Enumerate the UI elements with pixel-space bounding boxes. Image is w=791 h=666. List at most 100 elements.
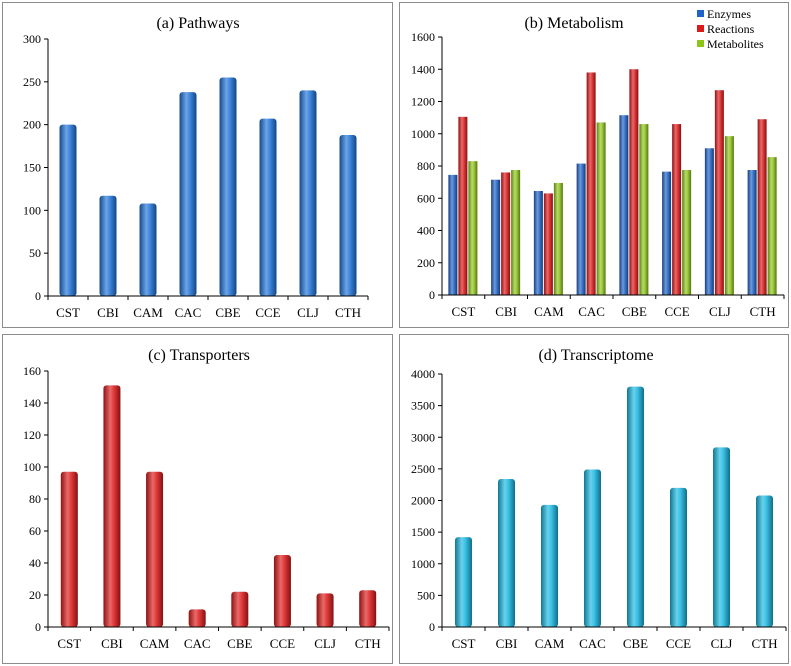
metabolism-legend-swatch-enzymes xyxy=(697,10,704,17)
chart-panel-metabolism: (b) Metabolism 0 200 400 600 800 1000 1200 1400 1… xyxy=(399,2,789,328)
transcriptome-xtick-label: CAM xyxy=(535,636,565,651)
metabolism-bar-metabolites-cac xyxy=(596,122,606,296)
pathways-ytick-label: 50 xyxy=(29,246,41,260)
transporters-xtick-label: CAC xyxy=(184,636,211,651)
metabolism-ytick-label: 1200 xyxy=(411,95,435,109)
pathways-xtick-label: CAC xyxy=(175,305,202,320)
transcriptome-ytick-label: 2000 xyxy=(411,494,435,508)
metabolism-bar-metabolites-clj xyxy=(724,136,734,295)
transporters-xtick-label: CBE xyxy=(227,636,252,651)
metabolism-bar-enzymes-cam xyxy=(533,190,543,295)
metabolism-legend-swatch-reactions xyxy=(697,25,704,32)
transcriptome-bar-cbe xyxy=(627,386,644,627)
transcriptome-bar-cst xyxy=(455,537,472,627)
pathways-bar-cce xyxy=(259,118,277,296)
pathways-bar-cbi xyxy=(99,195,117,296)
metabolism-xtick-label: CCE xyxy=(664,304,689,319)
transporters-xtick-label: CCE xyxy=(270,636,295,651)
pathways-title: (a) Pathways xyxy=(156,15,239,32)
transcriptome-ytick-label: 1000 xyxy=(411,557,435,571)
pathways-ytick-label: 250 xyxy=(23,75,41,89)
metabolism-bar-reactions-cac xyxy=(586,72,596,295)
transcriptome-chart: (d) Transcriptome 0 500 1000 1500 2000 2500 300… xyxy=(411,347,787,651)
metabolism-bar-enzymes-cbe xyxy=(619,115,629,295)
transporters-xtick-label: CST xyxy=(57,636,81,651)
pathways-ytick-label: 300 xyxy=(23,32,41,46)
transporters-ytick-label: 100 xyxy=(23,460,41,474)
transporters-ytick-label: 20 xyxy=(29,588,41,602)
metabolism-legend-reactions: Reactions xyxy=(707,22,755,36)
transporters-title: (c) Transporters xyxy=(148,347,250,364)
metabolism-xtick-label: CAC xyxy=(578,304,605,319)
transcriptome-title: (d) Transcriptome xyxy=(538,347,653,364)
metabolism-bar-enzymes-clj xyxy=(704,148,714,295)
transcriptome-xtick-label: CBI xyxy=(496,636,518,651)
transporters-ytick-label: 120 xyxy=(23,428,41,442)
metabolism-bar-metabolites-cbi xyxy=(511,170,521,295)
metabolism-ytick-label: 200 xyxy=(417,256,435,270)
transcriptome-ytick-label: 0 xyxy=(429,620,435,634)
pathways-xtick-label: CLJ xyxy=(297,305,319,320)
metabolism-bar-metabolites-cam xyxy=(553,182,563,295)
metabolism-bar-reactions-cst xyxy=(458,116,468,295)
transcriptome-ytick-label: 3000 xyxy=(411,430,435,444)
pathways-bar-cst xyxy=(59,124,77,297)
metabolism-xtick-label: CTH xyxy=(750,304,776,319)
transporters-ytick-label: 80 xyxy=(29,492,41,506)
transporters-bar-cth xyxy=(359,590,377,627)
pathways-ytick-label: 200 xyxy=(23,118,41,132)
pathways-bar-cth xyxy=(339,134,357,296)
transporters-ytick-label: 160 xyxy=(23,364,41,378)
metabolism-bar-enzymes-cac xyxy=(576,163,586,295)
metabolism-ytick-label: 1000 xyxy=(411,127,435,141)
metabolism-bar-enzymes-cth xyxy=(747,170,757,295)
metabolism-bar-metabolites-cth xyxy=(767,157,777,295)
metabolism-ytick-label: 600 xyxy=(417,191,435,205)
chart-panel-transporters: (c) Transporters 0 20 40 60 80 100 120 140 160 CST… xyxy=(2,334,393,664)
transcriptome-ytick-label: 2500 xyxy=(411,462,435,476)
transcriptome-xtick-label: CBE xyxy=(623,636,648,651)
transcriptome-ytick-label: 3500 xyxy=(411,399,435,413)
metabolism-bar-reactions-cce xyxy=(672,124,682,295)
metabolism-bar-enzymes-cbi xyxy=(491,179,501,295)
transporters-ytick-label: 140 xyxy=(23,396,41,410)
metabolism-bar-enzymes-cst xyxy=(448,174,458,295)
metabolism-xtick-label: CBI xyxy=(495,304,517,319)
chart-panel-transcriptome: (d) Transcriptome 0 500 1000 1500 2000 2500 300… xyxy=(399,334,789,664)
metabolism-ytick-label: 1400 xyxy=(411,62,435,76)
transporters-chart: (c) Transporters 0 20 40 60 80 100 120 140 160 CST… xyxy=(23,347,390,651)
metabolism-chart: (b) Metabolism 0 200 400 600 800 1000 1200 1400 1… xyxy=(411,7,785,319)
metabolism-xtick-label: CAM xyxy=(534,304,564,319)
transcriptome-xtick-label: CCE xyxy=(666,636,691,651)
metabolism-bar-reactions-cam xyxy=(543,193,553,295)
metabolism-bar-metabolites-cst xyxy=(468,161,478,295)
metabolism-bar-metabolites-cce xyxy=(682,170,692,295)
metabolism-legend-enzymes: Enzymes xyxy=(707,7,751,21)
metabolism-xtick-label: CBE xyxy=(622,304,647,319)
metabolism-xtick-label: CST xyxy=(451,304,475,319)
metabolism-bar-reactions-cbi xyxy=(501,172,511,295)
transcriptome-xtick-label: CLJ xyxy=(711,636,733,651)
metabolism-bar-reactions-cth xyxy=(757,119,767,295)
transporters-bar-cac xyxy=(188,609,206,627)
transporters-xtick-label: CBI xyxy=(101,636,123,651)
metabolism-ytick-label: 1600 xyxy=(411,30,435,44)
transporters-xtick-label: CTH xyxy=(355,636,381,651)
metabolism-ytick-label: 800 xyxy=(417,159,435,173)
transporters-bar-cce xyxy=(273,555,291,627)
transcriptome-bar-cth xyxy=(756,495,773,627)
transporters-bar-cam xyxy=(146,471,164,627)
metabolism-bar-reactions-cbe xyxy=(629,69,639,295)
pathways-xtick-label: CBI xyxy=(97,305,119,320)
transporters-ytick-label: 40 xyxy=(29,556,41,570)
metabolism-title: (b) Metabolism xyxy=(524,15,624,32)
pathways-bar-cac xyxy=(179,92,197,296)
metabolism-xtick-label: CLJ xyxy=(709,304,731,319)
pathways-bar-cam xyxy=(139,203,157,296)
transcriptome-bar-cac xyxy=(584,469,601,627)
transporters-bar-clj xyxy=(316,593,334,627)
transcriptome-xtick-label: CST xyxy=(452,636,476,651)
pathways-bar-clj xyxy=(299,90,317,297)
pathways-ytick-label: 100 xyxy=(23,203,41,217)
pathways-xtick-label: CBE xyxy=(215,305,240,320)
